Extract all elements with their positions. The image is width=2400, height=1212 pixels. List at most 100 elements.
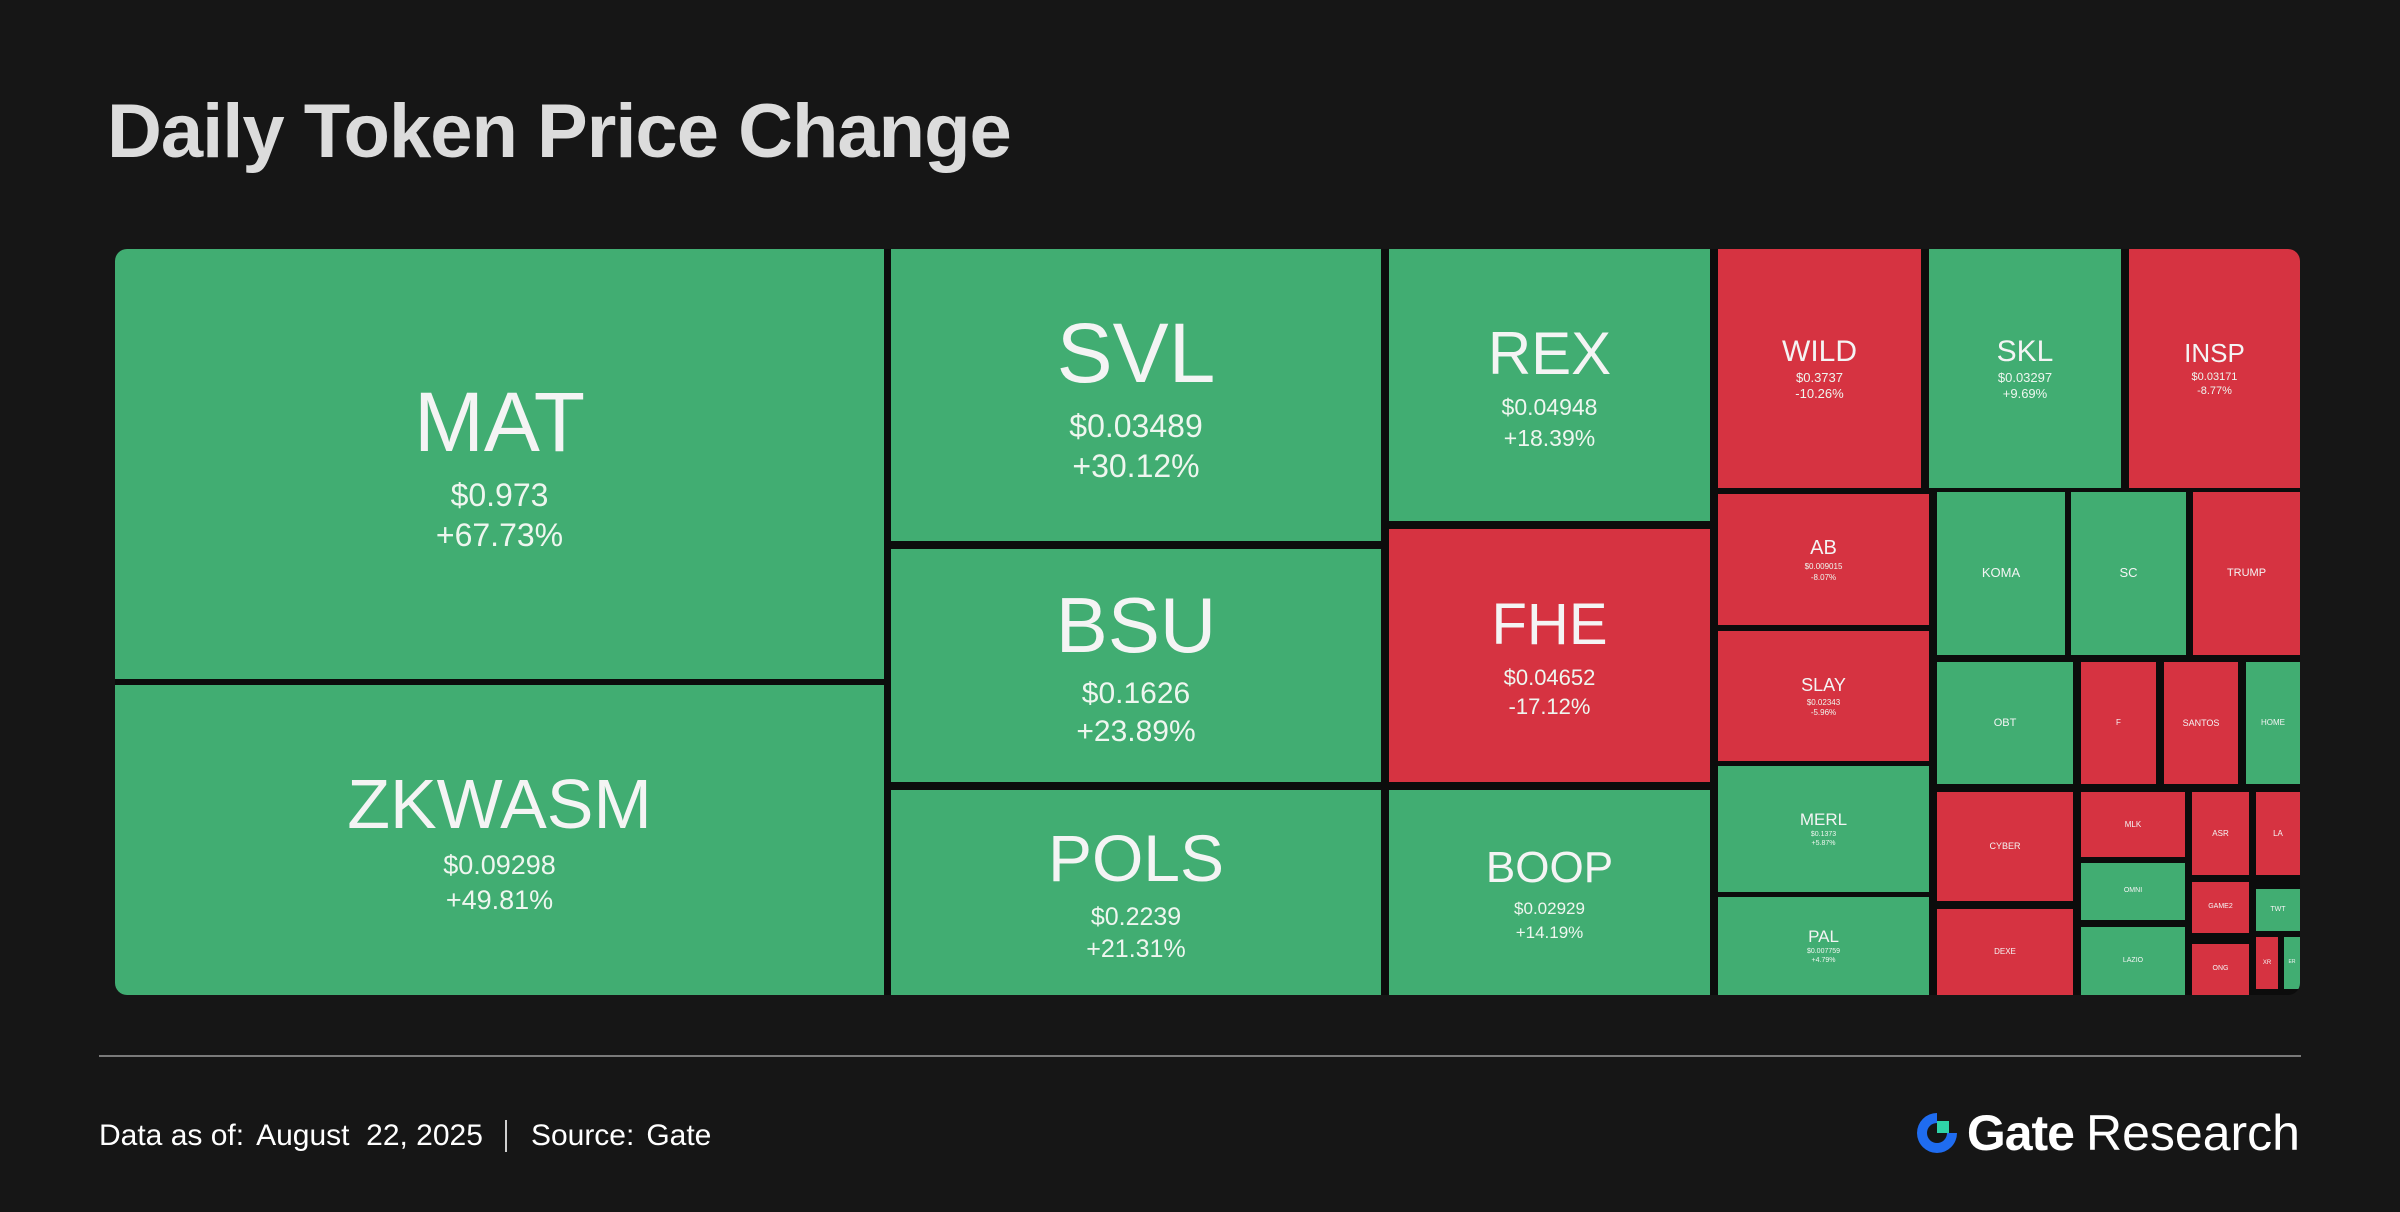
tile-price: $0.007759 xyxy=(1806,948,1841,956)
tile-symbol: SLAY xyxy=(1801,674,1846,695)
tile-change: -8.07% xyxy=(1810,572,1837,582)
treemap-chart: MAT $0.973 +67.73% ZKWASM $0.09298 +49.81% SVL… xyxy=(115,249,2300,995)
tile-bsu: BSU $0.1626 +23.89% xyxy=(891,549,1381,782)
tile-price: $0.03297 xyxy=(1997,370,2053,386)
data-as-of-label: Data as of: xyxy=(99,1119,245,1152)
tile-symbol: ER xyxy=(2288,959,2296,966)
tile-symbol: MERL xyxy=(1799,809,1848,829)
tile-asr: ASR xyxy=(2192,792,2249,875)
tile-wild: WILD $0.3737 -10.26% xyxy=(1718,249,1921,488)
tile-twt: TWT xyxy=(2256,889,2300,931)
footer-divider xyxy=(99,1055,2301,1057)
source-value: Gate xyxy=(646,1119,712,1152)
tile-obt: OBT xyxy=(1937,662,2073,784)
tile-pal: PAL $0.007759 +4.79% xyxy=(1718,897,1929,995)
tile-zkwasm: ZKWASM $0.09298 +49.81% xyxy=(115,685,884,995)
tile-symbol: HOME xyxy=(2261,718,2285,728)
tile-insp: INSP $0.03171 -8.77% xyxy=(2129,249,2300,488)
tile-symbol: TRUMP xyxy=(2226,567,2267,580)
tile-change: -17.12% xyxy=(1508,693,1591,719)
tile-boop: BOOP $0.02929 +14.19% xyxy=(1389,790,1710,995)
tile-game2: GAME2 xyxy=(2192,882,2249,933)
footer-info: Data as of: August 22, 2025 Source: Gate xyxy=(99,1116,711,1156)
tile-symbol: SVL xyxy=(1056,305,1216,400)
tile-symbol: OBT xyxy=(1993,716,2017,729)
chart-title: Daily Token Price Change xyxy=(107,89,1012,174)
tile-svl: SVL $0.03489 +30.12% xyxy=(891,249,1381,541)
tile-symbol: KOMA xyxy=(1981,565,2021,581)
tile-price: $0.04948 xyxy=(1501,394,1598,421)
tile-symbol: MLK xyxy=(2124,819,2142,829)
tile-price: $0.1626 xyxy=(1081,676,1191,710)
tile-symbol: AB xyxy=(1810,537,1837,560)
tile-symbol: ZKWASM xyxy=(347,764,652,843)
tile-price: $0.03171 xyxy=(2191,371,2238,384)
tile-omni: OMNI xyxy=(2081,863,2185,920)
tile-symbol: F xyxy=(2116,718,2121,728)
tile-symbol: LAZIO xyxy=(2122,956,2144,964)
tile-er: ER xyxy=(2284,937,2300,989)
tile-ab: AB $0.009015 -8.07% xyxy=(1718,494,1929,625)
tile-price: $0.09298 xyxy=(443,850,556,881)
tile-symbol: FHE xyxy=(1491,591,1608,657)
tile-symbol: BOOP xyxy=(1485,842,1614,892)
tile-symbol: GAME2 xyxy=(2208,903,2233,911)
source-label: Source: xyxy=(530,1119,635,1152)
tile-dexe: DEXE xyxy=(1937,909,2073,995)
tile-symbol: ASR xyxy=(2212,828,2229,838)
tile-lazio: LAZIO xyxy=(2081,927,2185,995)
gate-logo-icon xyxy=(1916,1113,1957,1153)
tile-xr: XR xyxy=(2256,937,2278,989)
tile-symbol: PAL xyxy=(1808,926,1839,946)
tile-change: +21.31% xyxy=(1086,935,1186,964)
tile-change: -5.96% xyxy=(1810,707,1837,717)
tile-price: $0.3737 xyxy=(1796,370,1843,386)
tile-price: $0.973 xyxy=(450,476,549,513)
footer-separator xyxy=(504,1120,507,1152)
tile-change: -10.26% xyxy=(1795,386,1844,402)
tile-change: +18.39% xyxy=(1503,424,1596,451)
tile-symbol: TWT xyxy=(2270,905,2286,913)
tile-change: +9.69% xyxy=(2002,386,2048,402)
tile-santos: SANTOS xyxy=(2164,662,2238,784)
tile-symbol: LA xyxy=(2273,828,2283,838)
tile-symbol: SANTOS xyxy=(2182,717,2220,728)
tile-change: +4.79% xyxy=(1811,957,1836,965)
tile-fhe: FHE $0.04652 -17.12% xyxy=(1389,529,1710,782)
tile-change: -8.77% xyxy=(2197,384,2232,397)
tile-slay: SLAY $0.02343 -5.96% xyxy=(1718,631,1929,761)
tile-cyber: CYBER xyxy=(1937,792,2073,901)
tile-symbol: POLS xyxy=(1047,820,1225,895)
brand-name: Gate xyxy=(1966,1105,2075,1161)
tile-symbol: XR xyxy=(2262,959,2272,966)
tile-change: +14.19% xyxy=(1515,922,1584,942)
tile-koma: KOMA xyxy=(1937,492,2065,655)
tile-symbol: WILD xyxy=(1782,334,1857,368)
tile-pols: POLS $0.2239 +21.31% xyxy=(891,790,1381,995)
tile-home: HOME xyxy=(2246,662,2300,784)
tile-rex: REX $0.04948 +18.39% xyxy=(1389,249,1710,521)
tile-change: +67.73% xyxy=(435,517,564,554)
tile-symbol: SC xyxy=(2119,565,2138,581)
tile-la: LA xyxy=(2256,792,2300,875)
tile-price: $0.1373 xyxy=(1810,831,1837,839)
tile-change: +30.12% xyxy=(1072,448,1200,485)
tile-change: +49.81% xyxy=(445,885,554,916)
tile-symbol: SKL xyxy=(1996,334,2054,368)
tile-f: F xyxy=(2081,662,2156,784)
tile-merl: MERL $0.1373 +5.87% xyxy=(1718,766,1929,892)
tile-symbol: CYBER xyxy=(1989,841,2021,852)
tile-price: $0.03489 xyxy=(1069,407,1203,444)
tile-change: +5.87% xyxy=(1811,840,1836,848)
tile-skl: SKL $0.03297 +9.69% xyxy=(1929,249,2121,488)
gate-research-logo: Gate Research xyxy=(1913,1105,2300,1161)
tile-symbol: INSP xyxy=(2184,338,2245,369)
tile-change: +23.89% xyxy=(1076,715,1196,749)
tile-symbol: BSU xyxy=(1055,581,1217,670)
tile-symbol: REX xyxy=(1487,320,1612,388)
tile-price: $0.04652 xyxy=(1503,664,1596,690)
tile-sc: SC xyxy=(2071,492,2186,655)
brand-suffix: Research xyxy=(2086,1105,2300,1161)
data-date: August 22, 2025 xyxy=(256,1119,483,1152)
tile-price: $0.009015 xyxy=(1804,562,1843,572)
